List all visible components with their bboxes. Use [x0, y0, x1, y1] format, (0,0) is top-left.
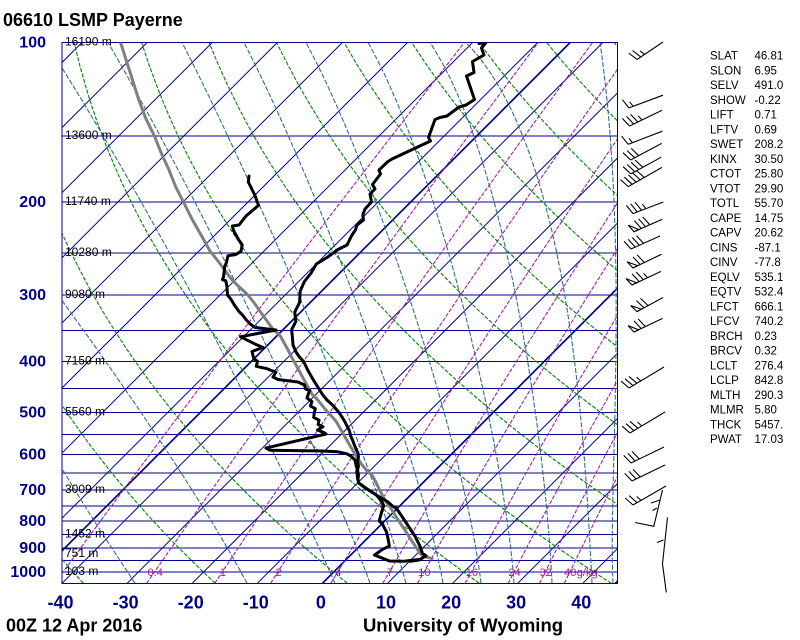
svg-text:4: 4 — [335, 567, 341, 579]
svg-text:EQTV: EQTV — [710, 287, 742, 299]
svg-text:THCK: THCK — [710, 419, 742, 431]
svg-text:17.03: 17.03 — [755, 434, 784, 446]
svg-text:10280 m: 10280 m — [65, 245, 112, 259]
svg-text:1: 1 — [220, 567, 226, 579]
svg-text:666.1: 666.1 — [755, 301, 784, 313]
svg-text:LCLP: LCLP — [710, 375, 739, 387]
svg-text:751 m: 751 m — [65, 546, 98, 560]
svg-text:290.3: 290.3 — [755, 390, 784, 402]
svg-text:KINX: KINX — [710, 154, 737, 166]
svg-text:SHOW: SHOW — [710, 95, 746, 107]
svg-text:16190 m: 16190 m — [65, 35, 112, 49]
svg-text:0: 0 — [316, 593, 326, 613]
svg-text:0.69: 0.69 — [755, 124, 777, 136]
svg-text:CINS: CINS — [710, 242, 738, 254]
svg-text:40: 40 — [571, 593, 591, 613]
svg-text:20.62: 20.62 — [755, 228, 784, 240]
svg-text:10: 10 — [418, 567, 430, 579]
svg-text:491.0: 491.0 — [755, 80, 784, 92]
svg-text:300: 300 — [19, 287, 46, 304]
svg-text:0.71: 0.71 — [755, 110, 777, 122]
svg-text:900: 900 — [19, 540, 46, 557]
svg-text:700: 700 — [19, 482, 46, 499]
svg-text:LFTV: LFTV — [710, 124, 738, 136]
svg-text:32: 32 — [540, 567, 552, 579]
svg-text:800: 800 — [19, 513, 46, 530]
svg-text:9080 m: 9080 m — [65, 287, 105, 301]
svg-text:0.23: 0.23 — [755, 331, 777, 343]
svg-text:0.32: 0.32 — [755, 346, 777, 358]
svg-text:55.70: 55.70 — [755, 198, 784, 210]
svg-text:11740 m: 11740 m — [65, 194, 111, 208]
svg-text:29.90: 29.90 — [755, 183, 784, 195]
svg-text:-77.8: -77.8 — [755, 257, 781, 269]
svg-text:TOTL: TOTL — [710, 198, 740, 210]
svg-text:MLMR: MLMR — [710, 405, 744, 417]
svg-text:SLAT: SLAT — [710, 51, 738, 63]
svg-text:VTOT: VTOT — [710, 183, 740, 195]
svg-text:2: 2 — [275, 567, 281, 579]
svg-text:06610 LSMP Payerne: 06610 LSMP Payerne — [3, 10, 183, 30]
svg-text:30: 30 — [506, 593, 526, 613]
svg-text:LFCV: LFCV — [710, 316, 740, 328]
svg-text:BRCH: BRCH — [710, 331, 743, 343]
svg-text:0.4: 0.4 — [148, 567, 163, 579]
svg-text:1452 m: 1452 m — [65, 527, 105, 541]
svg-text:400: 400 — [19, 353, 46, 370]
svg-text:-0.22: -0.22 — [755, 95, 781, 107]
svg-text:600: 600 — [19, 447, 46, 464]
svg-text:40: 40 — [564, 567, 576, 579]
svg-text:SLON: SLON — [710, 66, 741, 78]
svg-text:740.2: 740.2 — [755, 316, 784, 328]
svg-text:CTOT: CTOT — [710, 169, 741, 181]
svg-text:-30: -30 — [113, 593, 139, 613]
svg-text:208.2: 208.2 — [755, 139, 784, 151]
svg-text:CAPV: CAPV — [710, 228, 742, 240]
svg-text:7: 7 — [387, 567, 393, 579]
svg-text:LCLT: LCLT — [710, 360, 737, 372]
svg-text:LFCT: LFCT — [710, 301, 739, 313]
svg-text:7150 m: 7150 m — [65, 353, 105, 367]
svg-text:5457.: 5457. — [755, 419, 784, 431]
svg-text:14.75: 14.75 — [755, 213, 784, 225]
svg-text:1000: 1000 — [10, 564, 46, 581]
svg-text:00Z 12 Apr 2016: 00Z 12 Apr 2016 — [6, 616, 142, 636]
svg-text:30.50: 30.50 — [755, 154, 784, 166]
svg-text:PWAT: PWAT — [710, 434, 742, 446]
svg-text:10: 10 — [376, 593, 396, 613]
svg-text:-87.1: -87.1 — [755, 242, 781, 254]
svg-text:200: 200 — [19, 194, 46, 211]
svg-text:100: 100 — [19, 35, 46, 52]
svg-text:5.80: 5.80 — [755, 405, 777, 417]
svg-text:SELV: SELV — [710, 80, 739, 92]
svg-text:CINV: CINV — [710, 257, 738, 269]
svg-text:6.95: 6.95 — [755, 66, 777, 78]
svg-text:535.1: 535.1 — [755, 272, 784, 284]
svg-text:EQLV: EQLV — [710, 272, 740, 284]
svg-text:20: 20 — [441, 593, 461, 613]
svg-text:532.4: 532.4 — [755, 287, 784, 299]
svg-text:3009 m: 3009 m — [65, 482, 105, 496]
svg-text:-40: -40 — [47, 593, 73, 613]
svg-text:-10: -10 — [243, 593, 269, 613]
svg-text:MLTH: MLTH — [710, 390, 740, 402]
svg-text:5560 m: 5560 m — [65, 405, 105, 419]
svg-text:16: 16 — [466, 567, 478, 579]
svg-text:24: 24 — [508, 567, 520, 579]
svg-text:-20: -20 — [178, 593, 204, 613]
svg-text:500: 500 — [19, 405, 46, 422]
svg-text:842.8: 842.8 — [755, 375, 784, 387]
svg-text:103 m: 103 m — [65, 564, 98, 578]
svg-text:13600 m: 13600 m — [65, 128, 112, 142]
svg-text:University of Wyoming: University of Wyoming — [363, 615, 563, 636]
svg-text:46.81: 46.81 — [755, 51, 784, 63]
svg-text:276.4: 276.4 — [755, 360, 784, 372]
svg-text:25.80: 25.80 — [755, 169, 784, 181]
svg-text:g/kg: g/kg — [577, 567, 598, 579]
svg-text:SWET: SWET — [710, 139, 743, 151]
svg-text:BRCV: BRCV — [710, 346, 742, 358]
svg-text:CAPE: CAPE — [710, 213, 742, 225]
svg-text:LIFT: LIFT — [710, 110, 734, 122]
